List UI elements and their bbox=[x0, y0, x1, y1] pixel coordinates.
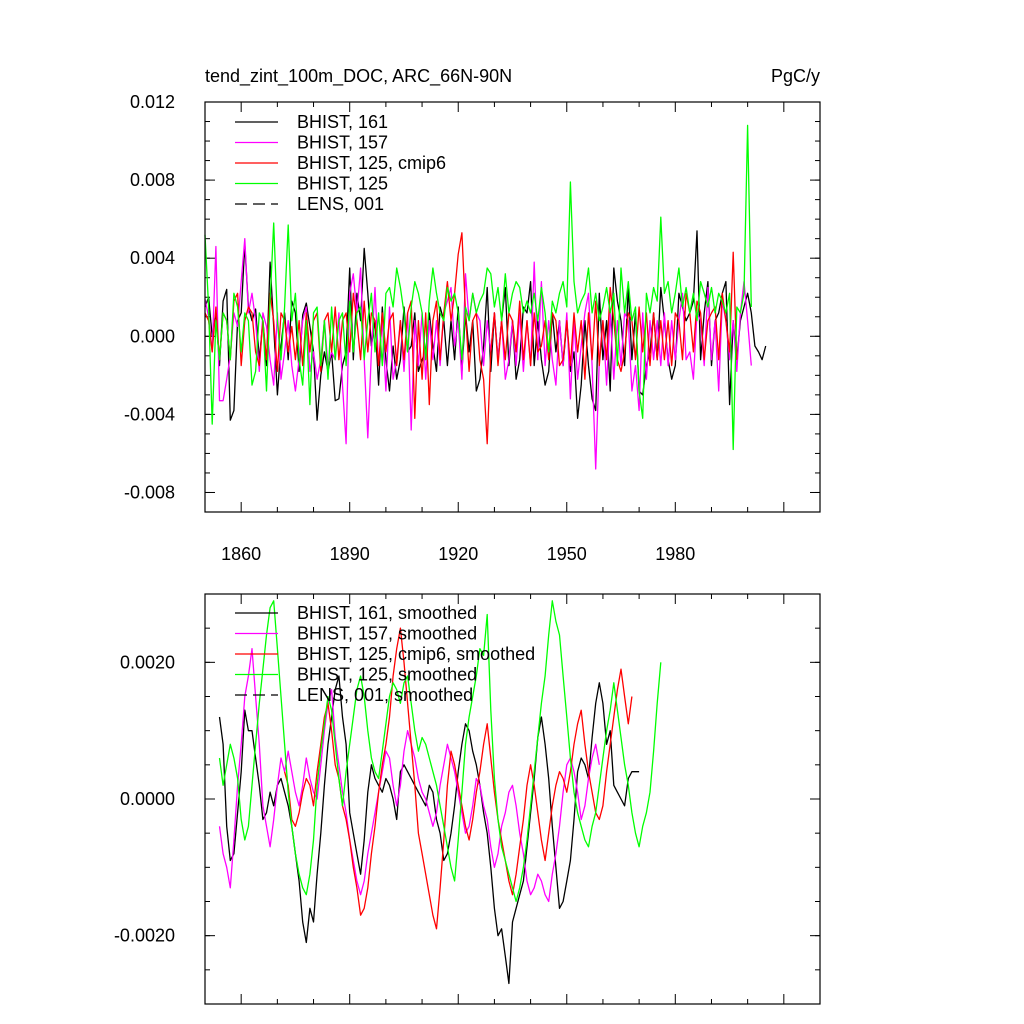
top-chart-panel: tend_zint_100m_DOC, ARC_66N-90N PgC/y 18… bbox=[124, 66, 821, 564]
legend-label: BHIST, 125 bbox=[297, 174, 388, 194]
series-line-3 bbox=[218, 600, 662, 903]
legend-label: BHIST, 161, smoothed bbox=[297, 603, 477, 623]
series-line-1 bbox=[218, 648, 600, 903]
legend-label: BHIST, 161 bbox=[297, 112, 388, 132]
y-tick-label: -0.0020 bbox=[114, 926, 175, 946]
top-axis-ticks: 1860 1890 1920 1950 1980 0.012 0.008 0.004 0.000… bbox=[124, 92, 821, 564]
x-tick-label: 1950 bbox=[547, 544, 587, 564]
x-tick-label: 1890 bbox=[330, 544, 370, 564]
legend-label: BHIST, 157, smoothed bbox=[297, 624, 477, 644]
y-tick-label: -0.004 bbox=[124, 404, 175, 424]
series-line-3 bbox=[204, 124, 752, 451]
x-tick-label: 1980 bbox=[655, 544, 695, 564]
y-tick-label: -0.008 bbox=[124, 482, 175, 502]
bottom-series-group bbox=[218, 600, 662, 985]
legend-label: LENS, 001, smoothed bbox=[297, 685, 473, 705]
bottom-plot-frame bbox=[204, 593, 821, 1005]
y-tick-label: 0.000 bbox=[130, 326, 175, 346]
legend-label: BHIST, 125, cmip6 bbox=[297, 153, 446, 173]
x-tick-label: 1860 bbox=[221, 544, 261, 564]
y-tick-label: 0.012 bbox=[130, 92, 175, 112]
legend-label: BHIST, 125, cmip6, smoothed bbox=[297, 644, 535, 664]
legend-label: BHIST, 157 bbox=[297, 133, 388, 153]
y-tick-label: 0.0020 bbox=[120, 652, 175, 672]
top-plot-frame bbox=[204, 101, 821, 513]
x-tick-label: 1920 bbox=[438, 544, 478, 564]
y-tick-label: 0.008 bbox=[130, 170, 175, 190]
top-series-group bbox=[204, 124, 767, 470]
series-line-1 bbox=[204, 238, 752, 470]
legend-label: LENS, 001 bbox=[297, 194, 384, 214]
series-line-0 bbox=[218, 675, 640, 985]
top-chart-title: tend_zint_100m_DOC, ARC_66N-90N bbox=[205, 66, 512, 87]
top-chart-units: PgC/y bbox=[771, 66, 820, 86]
legend-label: BHIST, 125, smoothed bbox=[297, 665, 477, 685]
y-tick-label: 0.004 bbox=[130, 248, 175, 268]
series-line-2 bbox=[204, 232, 738, 445]
bottom-chart-panel: 0.0020 0.0000 -0.0020 BHIST, 161, smoothed… bbox=[114, 593, 821, 1005]
y-tick-label: 0.0000 bbox=[120, 789, 175, 809]
